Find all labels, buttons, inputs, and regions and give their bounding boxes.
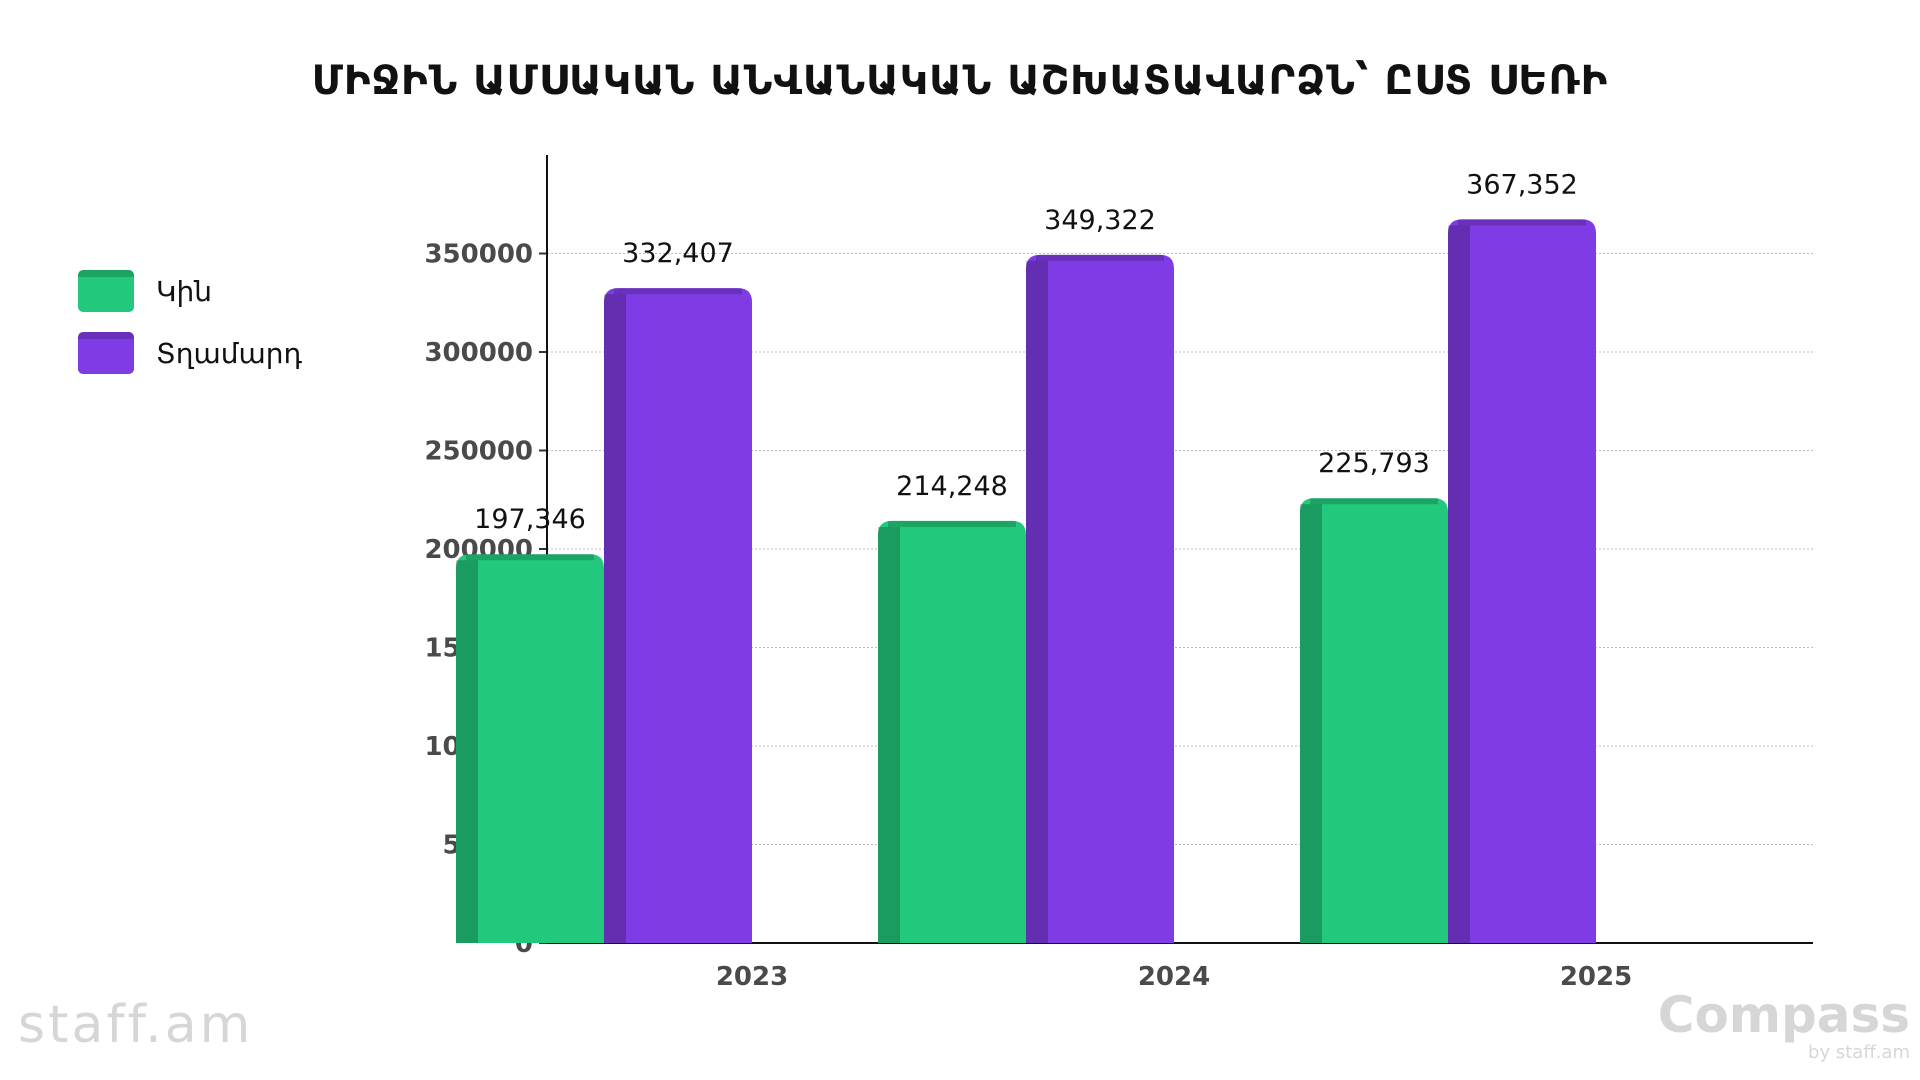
x-tick-label: 2025 xyxy=(1560,962,1632,992)
legend-swatch-men xyxy=(78,332,134,374)
x-tick-label: 2023 xyxy=(716,962,788,992)
bar-shade xyxy=(1026,260,1048,943)
data-label: 225,793 xyxy=(1318,448,1430,479)
compass-brand: Compass xyxy=(1657,986,1910,1044)
compass-sub: by staff.am xyxy=(1808,1042,1910,1063)
bar-shade xyxy=(604,294,626,943)
legend-label-men: Տղամարդ xyxy=(156,336,303,370)
bar-shade xyxy=(1448,225,1470,944)
data-label: 367,352 xyxy=(1466,169,1578,200)
bar-shade xyxy=(1300,504,1322,943)
bar-top-shade xyxy=(1458,219,1586,226)
staff-am-logo: staff.am xyxy=(18,995,254,1055)
bar-men-2025 xyxy=(1448,219,1596,944)
bar-top-shade xyxy=(888,520,1016,527)
legend-label-women: Կին xyxy=(156,274,212,308)
bar-women-2023 xyxy=(456,554,604,943)
compass-logo: Compass by staff.am xyxy=(1658,990,1910,1063)
bar-women-2025 xyxy=(1300,498,1448,943)
bar-top-shade xyxy=(466,554,594,561)
legend-item-women: Կին xyxy=(78,270,302,312)
bar-top-shade xyxy=(614,288,742,295)
data-label: 349,322 xyxy=(1044,205,1156,236)
y-tick-label: 300000 xyxy=(424,338,533,368)
y-tick-label: 350000 xyxy=(424,240,533,270)
legend: Կին Տղամարդ xyxy=(78,270,302,394)
bar-men-2024 xyxy=(1026,254,1174,943)
bar-top-shade xyxy=(1036,254,1164,261)
bar-top-shade xyxy=(1310,498,1438,505)
x-tick-label: 2024 xyxy=(1138,962,1210,992)
data-label: 197,346 xyxy=(474,504,586,535)
bar-shade xyxy=(878,526,900,943)
chart-title: ՄԻՋԻՆ ԱՄՍԱԿԱՆ ԱՆՎԱՆԱԿԱՆ ԱՇԽԱՏԱՎԱՐՁՆ՝ ԸՍՏ… xyxy=(311,58,1609,104)
y-tick-label: 250000 xyxy=(424,437,533,467)
bar-women-2024 xyxy=(878,520,1026,943)
legend-swatch-women xyxy=(78,270,134,312)
bar-shade xyxy=(456,560,478,943)
bar-men-2023 xyxy=(604,288,752,943)
data-label: 214,248 xyxy=(896,471,1008,502)
legend-item-men: Տղամարդ xyxy=(78,332,302,374)
data-label: 332,407 xyxy=(622,238,734,269)
